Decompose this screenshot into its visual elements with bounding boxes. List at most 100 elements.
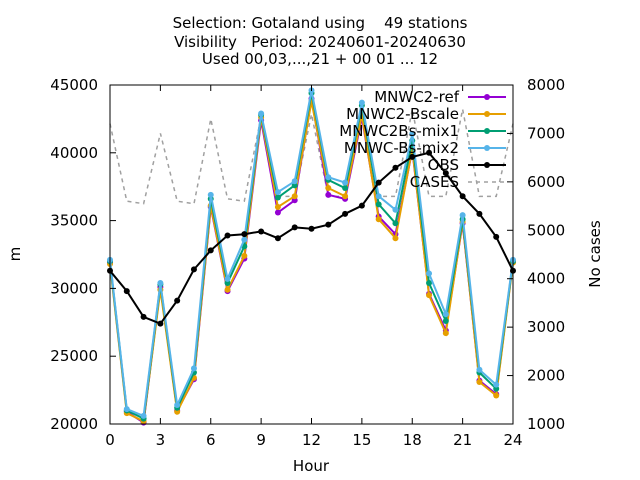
data-point-mnwc-bs-mix2 (358, 99, 365, 106)
y2-tick-label: 4000 (527, 270, 565, 288)
y-tick-label: 20000 (50, 415, 98, 433)
chart-title-line-2: Visibility Period: 20240601-20240630 (174, 33, 466, 51)
data-point-mnwc2-bscale (274, 204, 281, 211)
legend-label-mnwc2-ref: MNWC2-ref (374, 88, 459, 106)
legend-label-mnwc2bs-mix1: MNWC2Bs-mix1 (339, 122, 459, 140)
data-point-obs (375, 179, 382, 186)
y2-tick-label: 2000 (527, 367, 565, 385)
data-point-mnwc-bs-mix2 (493, 381, 500, 388)
legend-marker-mnwc-bs-mix2 (484, 145, 490, 151)
data-point-mnwc-bs-mix2 (224, 275, 231, 282)
x-tick-label: 18 (403, 431, 422, 449)
data-point-mnwc-bs-mix2 (409, 130, 416, 137)
data-point-mnwc-bs-mix2 (325, 174, 332, 181)
data-point-mnwc-bs-mix2 (190, 365, 197, 372)
data-point-obs (392, 164, 399, 171)
data-point-mnwc2-bscale (375, 216, 382, 223)
legend-label-mnwc2-bscale: MNWC2-Bscale (346, 105, 459, 123)
legend-marker-mnwc2bs-mix1 (484, 128, 490, 134)
data-point-mnwc2-bscale (325, 185, 332, 192)
data-point-obs (493, 233, 500, 240)
data-point-mnwc2-bscale (291, 193, 298, 200)
data-point-obs (342, 210, 349, 217)
legend: MNWC2-refMNWC2-BscaleMNWC2Bs-mix1MNWC-Bs… (339, 88, 506, 191)
data-point-obs (442, 170, 449, 177)
data-point-mnwc2bs-mix1 (426, 279, 433, 286)
data-point-mnwc2-bscale (342, 193, 349, 200)
data-point-mnwc-bs-mix2 (258, 110, 265, 117)
data-point-mnwc2-bscale (241, 252, 248, 259)
data-point-obs (358, 202, 365, 209)
y2-tick-label: 1000 (527, 415, 565, 433)
data-point-mnwc2bs-mix1 (442, 317, 449, 324)
x-axis-label: Hour (293, 457, 330, 475)
data-point-obs (274, 235, 281, 242)
data-point-obs (174, 297, 181, 304)
legend-label-mnwc-bs-mix2: MNWC-Bs-mix2 (344, 139, 459, 157)
y-tick-label: 30000 (50, 279, 98, 297)
data-point-mnwc-bs-mix2 (342, 179, 349, 186)
data-point-obs (325, 221, 332, 228)
data-point-mnwc-bs-mix2 (392, 206, 399, 213)
x-tick-label: 0 (105, 431, 115, 449)
data-point-obs (241, 231, 248, 238)
data-point-obs (190, 266, 197, 273)
data-point-mnwc2bs-mix1 (342, 185, 349, 192)
data-point-obs (157, 320, 164, 327)
data-point-mnwc2-bscale (493, 392, 500, 399)
x-tick-label: 15 (352, 431, 371, 449)
data-point-mnwc-bs-mix2 (207, 191, 214, 198)
data-point-mnwc2bs-mix1 (392, 220, 399, 227)
legend-label-obs: OBS (428, 156, 459, 174)
data-point-mnwc2-bscale (224, 286, 231, 293)
x-tick-label: 24 (503, 431, 522, 449)
data-point-mnwc-bs-mix2 (476, 366, 483, 373)
data-point-mnwc2-ref (325, 191, 332, 198)
data-point-mnwc2-bscale (392, 235, 399, 242)
data-point-obs (476, 210, 483, 217)
y-tick-label: 35000 (50, 212, 98, 230)
data-point-mnwc2-bscale (476, 378, 483, 385)
data-point-obs (409, 153, 416, 160)
data-point-mnwc-bs-mix2 (140, 412, 147, 419)
y2-tick-label: 6000 (527, 173, 565, 191)
y-tick-label: 40000 (50, 144, 98, 162)
data-point-mnwc-bs-mix2 (459, 212, 466, 219)
legend-marker-mnwc2-bscale (484, 111, 490, 117)
data-point-mnwc2-bscale (442, 330, 449, 337)
chart-title-line-3: Used 00,03,...,21 + 00 01 ... 12 (201, 50, 439, 68)
data-point-obs (207, 247, 214, 254)
data-point-mnwc2-bscale (426, 292, 433, 299)
data-point-mnwc2bs-mix1 (375, 201, 382, 208)
x-tick-label: 9 (256, 431, 266, 449)
data-point-mnwc-bs-mix2 (291, 178, 298, 185)
y2-tick-label: 5000 (527, 221, 565, 239)
x-tick-label: 3 (156, 431, 166, 449)
legend-marker-obs (484, 162, 490, 168)
x-tick-label: 21 (453, 431, 472, 449)
axes-layer: 0 3 6 9 12 15 18 21 24 20000 25000 30000 35000 40000 4… (50, 76, 565, 449)
data-point-mnwc-bs-mix2 (274, 189, 281, 196)
y-tick-label: 25000 (50, 347, 98, 365)
data-point-mnwc-bs-mix2 (442, 311, 449, 318)
data-point-mnwc-bs-mix2 (241, 236, 248, 243)
data-point-obs (123, 288, 130, 295)
data-point-mnwc-bs-mix2 (426, 270, 433, 277)
y2-axis-label: No cases (586, 220, 604, 288)
y2-tick-label: 8000 (527, 76, 565, 94)
legend-label-cases: CASES (410, 173, 459, 191)
data-point-mnwc2bs-mix1 (274, 194, 281, 201)
y-axis-label: m (6, 247, 24, 262)
data-point-mnwc-bs-mix2 (375, 193, 382, 200)
legend-marker-mnwc2-ref (484, 94, 490, 100)
data-point-mnwc-bs-mix2 (174, 402, 181, 409)
data-point-mnwc-bs-mix2 (157, 279, 164, 286)
data-point-obs (308, 225, 315, 232)
data-point-obs (291, 224, 298, 231)
data-point-obs (140, 313, 147, 320)
data-point-obs (258, 228, 265, 235)
y2-tick-label: 7000 (527, 124, 565, 142)
data-point-obs (459, 193, 466, 200)
y-tick-label: 45000 (50, 76, 98, 94)
